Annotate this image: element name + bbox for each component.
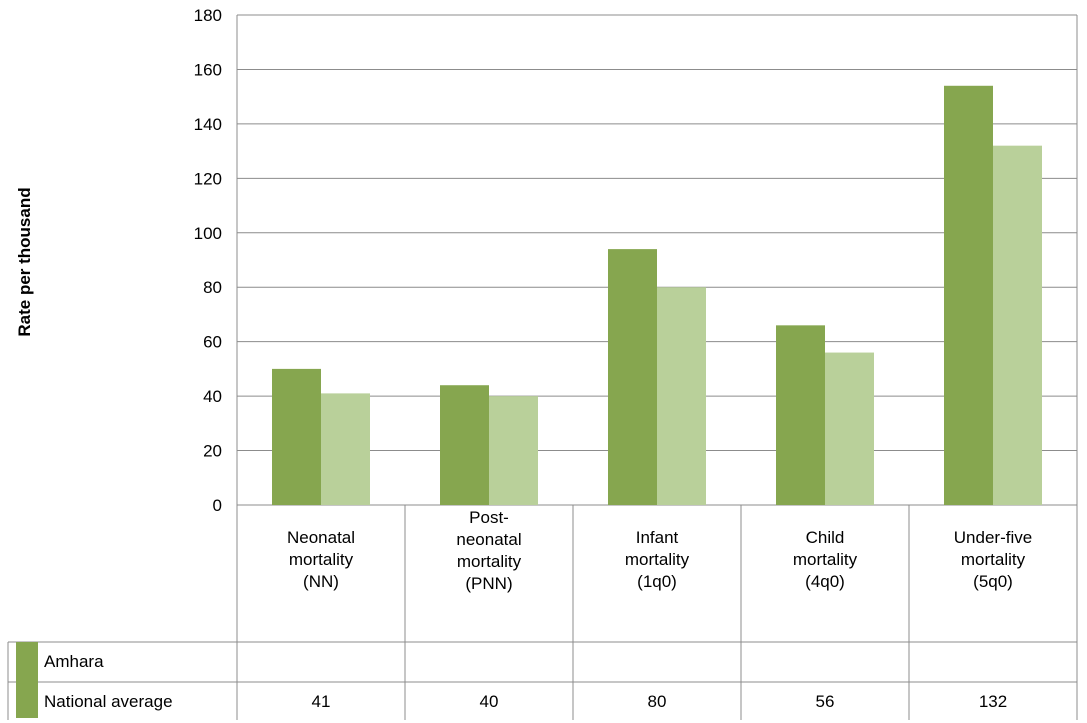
category-label: Child mortality (4q0) [741,527,909,617]
y-tick-label: 180 [194,6,222,25]
y-tick-label: 40 [203,387,222,406]
y-tick-label: 160 [194,60,222,79]
table-cell-national-average: 80 [573,692,741,712]
y-axis-title-text: Rate per thousand [15,187,35,336]
category-label: Neonatal mortality (NN) [237,527,405,617]
bar-national-average [993,146,1042,505]
bars [272,86,1042,505]
table-cell-national-average: 41 [237,692,405,712]
category-label: Under-five mortality (5q0) [909,527,1077,617]
y-tick-label: 100 [194,224,222,243]
bar-amhara [440,385,489,505]
table-cell-national-average: 132 [909,692,1077,712]
y-tick-label: 60 [203,333,222,352]
legend-label-amhara: Amhara [44,652,104,672]
y-axis-title: Rate per thousand [0,0,50,723]
y-tick-label: 120 [194,169,222,188]
bar-amhara [776,325,825,505]
bar-national-average [321,393,370,505]
bar-national-average [825,353,874,505]
category-label: Infant mortality (1q0) [573,527,741,617]
bar-amhara [944,86,993,505]
bar-national-average [489,396,538,505]
bar-amhara [272,369,321,505]
y-tick-labels: 0 20 40 60 80 100 120 140 160 180 [194,6,222,515]
y-tick-label: 80 [203,278,222,297]
table-cell-national-average: 40 [405,692,573,712]
category-label: Post- neonatal mortality (PNN) [405,507,573,630]
y-tick-label: 140 [194,115,222,134]
y-tick-label: 20 [203,442,222,461]
y-tick-label: 0 [213,496,222,515]
bar-national-average [657,287,706,505]
table-cell-national-average: 56 [741,692,909,712]
legend-label-national-average: National average [44,692,173,712]
bar-amhara [608,249,657,505]
